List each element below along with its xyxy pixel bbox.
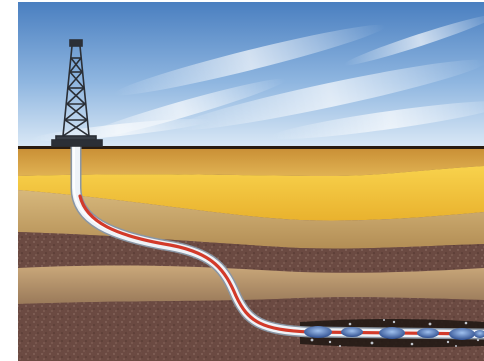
sand-layer (18, 265, 484, 304)
clouds (30, 14, 484, 142)
surface-layer (18, 148, 484, 176)
wellbore-pipe (70, 140, 484, 340)
sky (18, 2, 484, 148)
bright-sand-layer (18, 166, 484, 221)
ground-line (18, 146, 484, 149)
ground-layers (18, 146, 484, 361)
derrick-icon (51, 39, 103, 147)
fracture-blobs (304, 326, 484, 340)
